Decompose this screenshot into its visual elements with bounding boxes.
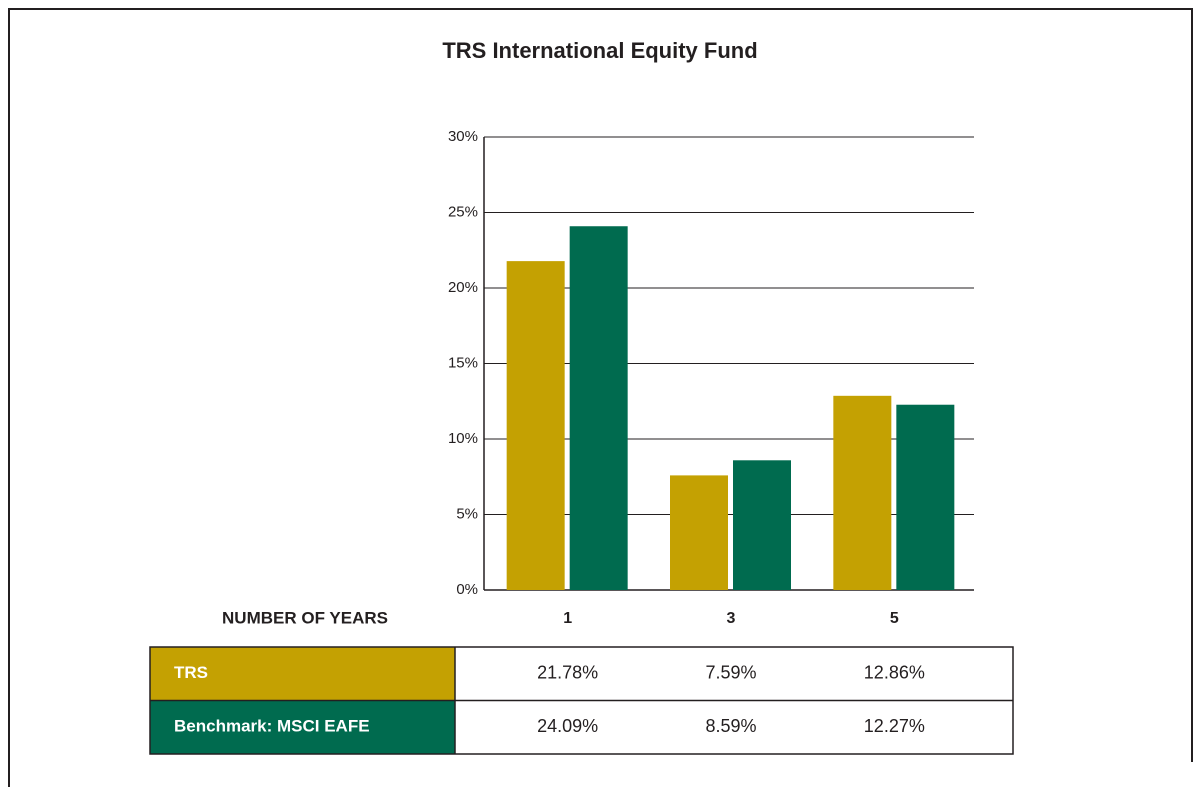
legend-label: TRS: [174, 663, 208, 682]
legend-label: Benchmark: MSCI EAFE: [174, 717, 370, 736]
y-tick-label: 10%: [448, 430, 478, 447]
chart-title: TRS International Equity Fund: [442, 38, 757, 63]
bar: [506, 261, 565, 590]
table-value: 8.59%: [705, 716, 756, 736]
legend-cell: [150, 700, 455, 754]
x-axis-label: NUMBER OF YEARS: [222, 608, 388, 627]
table-value: 12.27%: [864, 716, 925, 736]
y-tick-label: 15%: [448, 354, 478, 371]
y-tick-label: 20%: [448, 279, 478, 296]
table-value: 7.59%: [705, 663, 756, 683]
y-tick-label: 0%: [456, 581, 478, 598]
legend-cell: [150, 647, 455, 701]
x-tick-label: 5: [890, 610, 899, 627]
x-tick-label: 3: [727, 610, 736, 627]
bar: [670, 475, 728, 590]
table-value: 24.09%: [537, 716, 598, 736]
bar: [833, 395, 892, 590]
y-tick-label: 30%: [448, 128, 478, 145]
bar: [733, 460, 791, 590]
y-tick-label: 25%: [448, 203, 478, 220]
bar: [569, 226, 628, 590]
bar: [896, 404, 955, 590]
frame: [8, 8, 1193, 787]
table-value: 21.78%: [537, 663, 598, 683]
table-value: 12.86%: [864, 663, 925, 683]
y-tick-label: 5%: [456, 505, 478, 522]
x-tick-label: 1: [563, 610, 572, 627]
